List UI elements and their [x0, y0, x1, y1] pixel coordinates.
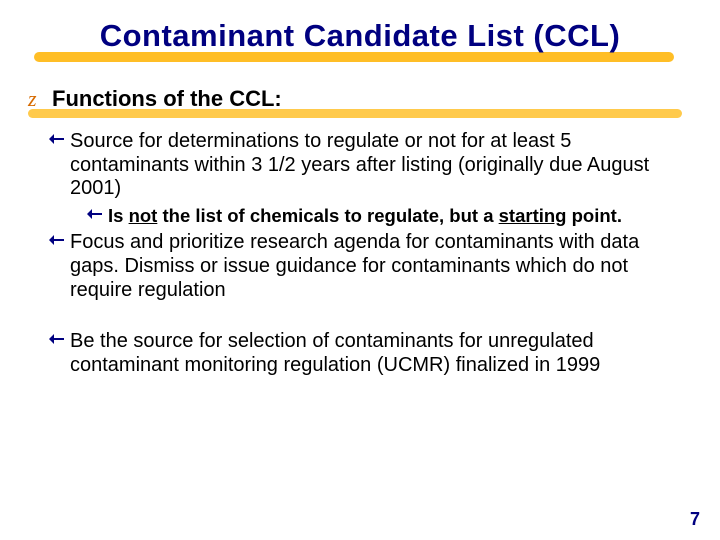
item-text: Focus and prioritize research agenda for… — [70, 231, 692, 302]
section-label: Functions of the CCL: — [52, 86, 282, 112]
list-item: Focus and prioritize research agenda for… — [48, 231, 692, 302]
section-heading: z Functions of the CCL: — [28, 86, 692, 112]
slide-title: Contaminant Candidate List (CCL) — [28, 18, 692, 54]
slide: Contaminant Candidate List (CCL) z Funct… — [0, 0, 720, 540]
sub-prefix: Is — [108, 205, 129, 226]
list-item: Be the source for selection of contamina… — [48, 330, 692, 377]
z-bullet-icon: z — [28, 88, 46, 110]
item-text: Source for determinations to regulate or… — [70, 130, 692, 201]
item-text: Be the source for selection of contamina… — [70, 330, 692, 377]
sub-underline-1: not — [129, 205, 158, 226]
spacer — [28, 306, 692, 330]
sub-underline-2: starting — [499, 205, 567, 226]
title-underline — [34, 52, 674, 62]
sub-suffix: point. — [566, 205, 621, 226]
sub-item-text: Is not the list of chemicals to regulate… — [108, 205, 622, 228]
page-number: 7 — [690, 509, 700, 530]
arrow-left-icon — [48, 130, 70, 148]
list-item: Source for determinations to regulate or… — [48, 130, 692, 201]
sub-list-item: Is not the list of chemicals to regulate… — [86, 205, 692, 228]
sub-mid: the list of chemicals to regulate, but a — [157, 205, 498, 226]
arrow-left-icon — [48, 330, 70, 348]
arrow-left-icon — [48, 231, 70, 249]
arrow-left-icon — [86, 205, 108, 223]
title-text: Contaminant Candidate List (CCL) — [100, 18, 621, 53]
